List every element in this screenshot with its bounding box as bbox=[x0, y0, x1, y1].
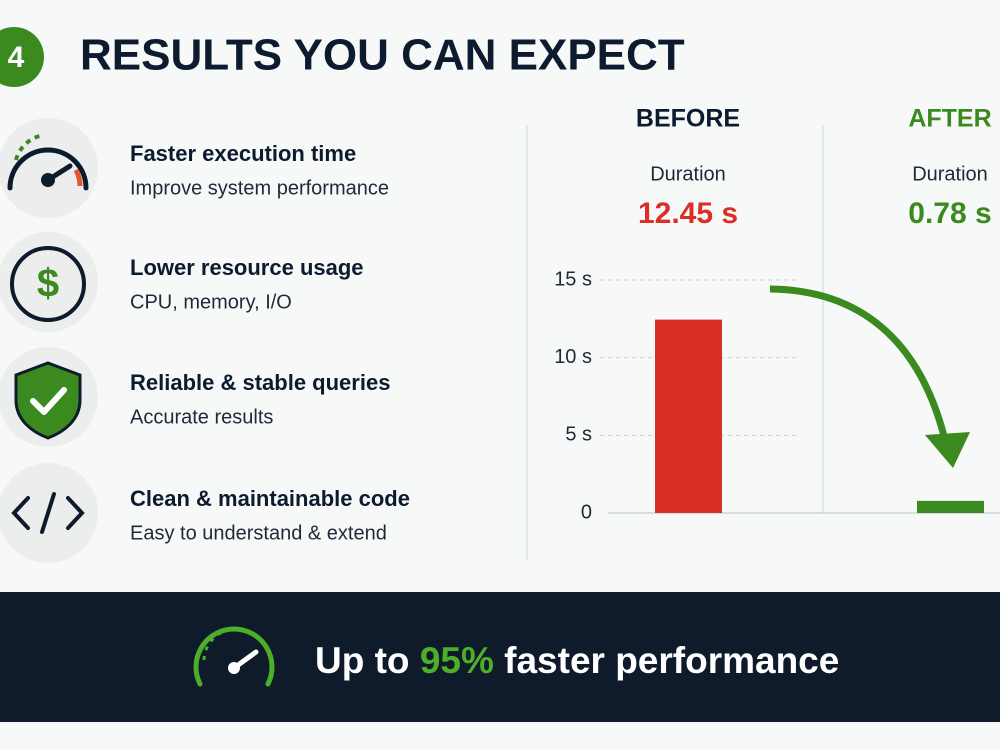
benefit-subtitle: Improve system performance bbox=[130, 177, 389, 199]
value-label: 0.78 s bbox=[908, 197, 991, 230]
footer-highlight: 95% bbox=[420, 640, 494, 681]
value-label: 12.45 s bbox=[638, 197, 738, 230]
benefit-title: Lower resource usage bbox=[130, 255, 364, 280]
footer-suffix: faster performance bbox=[504, 640, 839, 681]
y-tick-label: 10 s bbox=[554, 346, 592, 368]
step-number: 4 bbox=[8, 41, 25, 74]
icon-gauge bbox=[0, 118, 98, 218]
bar bbox=[917, 500, 984, 513]
y-tick-label: 0 bbox=[581, 501, 592, 523]
metric-label: Duration bbox=[912, 163, 988, 185]
y-tick-label: 5 s bbox=[565, 424, 592, 446]
category-label: AFTER bbox=[908, 105, 991, 133]
page-title: RESULTS YOU CAN EXPECT bbox=[80, 31, 685, 80]
benefit-subtitle: Easy to understand & extend bbox=[130, 522, 387, 544]
y-tick-label: 15 s bbox=[554, 268, 592, 290]
footer-gauge bbox=[193, 626, 275, 687]
bar bbox=[655, 319, 722, 513]
benefit-title: Reliable & stable queries bbox=[130, 370, 390, 395]
category-label: BEFORE bbox=[636, 105, 740, 133]
footer-text: Up to 95% faster performance bbox=[315, 640, 839, 681]
trend-arrow bbox=[769, 285, 970, 468]
benefit-subtitle: Accurate results bbox=[130, 406, 273, 428]
icon-shield bbox=[0, 347, 98, 447]
comparison-chart: 0 5 s 10 s 15 s BEFORE Duration 12.45 s AFTER Du… bbox=[554, 105, 1000, 523]
footer-prefix: Up to bbox=[315, 640, 410, 681]
svg-text:$: $ bbox=[37, 262, 59, 306]
step-badge bbox=[0, 27, 44, 87]
benefit-subtitle: CPU, memory, I/O bbox=[130, 291, 292, 313]
icon-code bbox=[0, 463, 98, 563]
footer-band bbox=[0, 592, 1000, 722]
benefit-title: Clean & maintainable code bbox=[130, 486, 410, 511]
icon-dollar: $ bbox=[0, 232, 98, 332]
metric-label: Duration bbox=[650, 163, 726, 185]
benefit-title: Faster execution time bbox=[130, 141, 356, 166]
benefit-list: Faster execution time Improve system perf… bbox=[130, 141, 410, 544]
